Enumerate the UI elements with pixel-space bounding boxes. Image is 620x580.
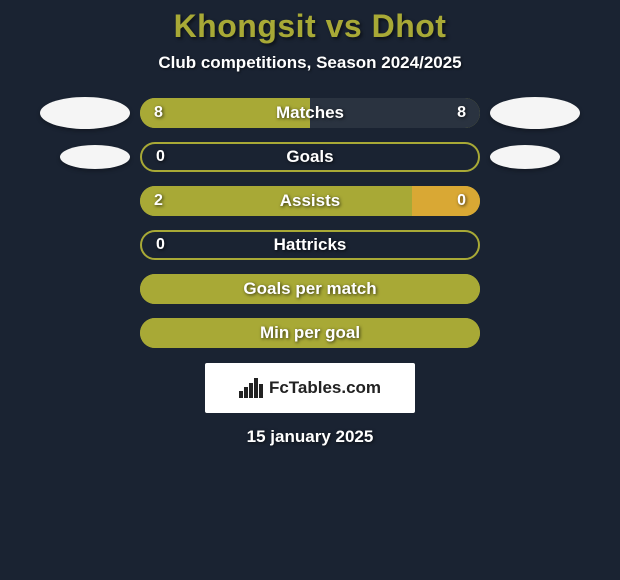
- stat-bar: 0Hattricks: [140, 230, 480, 260]
- stat-bar: Goals per match: [140, 274, 480, 304]
- player-right-avatar: [490, 97, 580, 129]
- stat-row: Goals per match: [0, 273, 620, 305]
- stat-label: Hattricks: [142, 235, 478, 255]
- stat-label: Goals per match: [140, 279, 480, 299]
- date-label: 15 january 2025: [247, 427, 374, 447]
- logo-text: FcTables.com: [269, 378, 381, 398]
- player-left-avatar: [40, 97, 130, 129]
- stat-bar: 88Matches: [140, 98, 480, 128]
- stats-rows: 88Matches 0Goals 20Assists 0Hattricks Goals …: [0, 97, 620, 349]
- stat-row: 20Assists: [0, 185, 620, 217]
- page-title: Khongsit vs Dhot: [174, 8, 447, 45]
- player-left-avatar: [60, 145, 130, 169]
- stat-label: Matches: [140, 103, 480, 123]
- stat-bar: 20Assists: [140, 186, 480, 216]
- page-subtitle: Club competitions, Season 2024/2025: [158, 53, 461, 73]
- stat-label: Min per goal: [140, 323, 480, 343]
- stat-bar: Min per goal: [140, 318, 480, 348]
- stat-row: Min per goal: [0, 317, 620, 349]
- fctables-logo: FcTables.com: [205, 363, 415, 413]
- stat-row: 88Matches: [0, 97, 620, 129]
- stat-row: 0Hattricks: [0, 229, 620, 261]
- stat-row: 0Goals: [0, 141, 620, 173]
- comparison-container: Khongsit vs Dhot Club competitions, Seas…: [0, 0, 620, 580]
- stat-label: Goals: [142, 147, 478, 167]
- barchart-icon: [239, 378, 263, 398]
- player-right-avatar: [490, 145, 560, 169]
- stat-bar: 0Goals: [140, 142, 480, 172]
- stat-label: Assists: [140, 191, 480, 211]
